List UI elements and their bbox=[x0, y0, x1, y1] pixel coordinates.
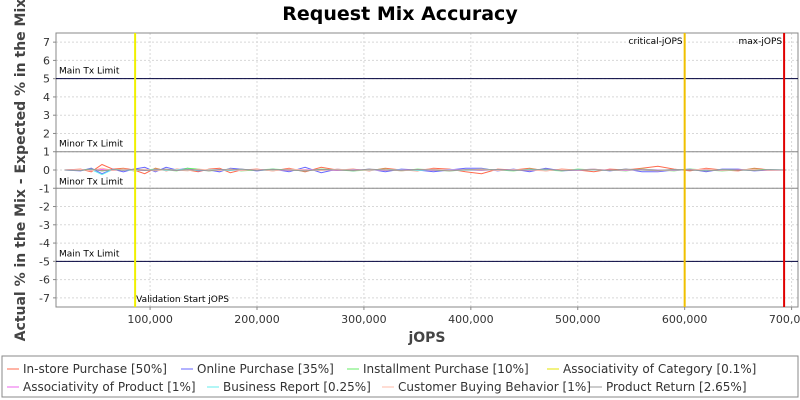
x-tick-label: 100,000 bbox=[127, 313, 173, 326]
marker-lines: Validation Start jOPS critical-jOPS max-jO… bbox=[134, 33, 786, 307]
y-tick-label: -1 bbox=[39, 182, 50, 195]
x-tick-label: 300,000 bbox=[341, 313, 387, 326]
x-tick-label: 500,000 bbox=[555, 313, 601, 326]
y-tick-label: 1 bbox=[43, 146, 50, 159]
limit-lines: Main Tx Limit Minor Tx Limit Minor Tx Limi… bbox=[56, 67, 798, 262]
y-tick-label: 7 bbox=[43, 36, 50, 49]
limit-line-label: Minor Tx Limit bbox=[59, 140, 124, 150]
x-tick-label: 400,000 bbox=[448, 313, 494, 326]
y-tick-label: 0 bbox=[43, 164, 50, 177]
x-axis-label: jOPS bbox=[407, 330, 445, 346]
y-tick-label: -4 bbox=[39, 237, 50, 250]
series-lines bbox=[64, 163, 787, 176]
legend-entry: Associativity of Category [0.1%] bbox=[563, 362, 756, 376]
x-tick-label: 600,000 bbox=[662, 313, 708, 326]
legend-entry: Online Purchase [35%] bbox=[197, 362, 334, 376]
legend-box bbox=[1, 355, 799, 398]
y-axis-label: Actual % in the Mix - Expected % in the … bbox=[13, 0, 29, 341]
marker-line-label: critical-jOPS bbox=[629, 37, 683, 47]
legend-entry: Installment Purchase [10%] bbox=[363, 362, 529, 376]
chart-title: Request Mix Accuracy bbox=[282, 3, 518, 25]
legend-entry: Associativity of Product [1%] bbox=[23, 380, 196, 394]
x-tick-label: 200,000 bbox=[234, 313, 280, 326]
x-tick-label: 700,000 bbox=[769, 313, 800, 326]
y-tick-label: 3 bbox=[43, 109, 50, 122]
y-tick-label: 2 bbox=[43, 127, 50, 140]
series-line bbox=[64, 168, 787, 172]
y-tick-label: -3 bbox=[39, 219, 50, 232]
y-tick-label: 4 bbox=[43, 91, 50, 104]
y-tick-label: -7 bbox=[39, 292, 50, 305]
marker-line-label: Validation Start jOPS bbox=[136, 295, 229, 305]
y-tick-label: -5 bbox=[39, 255, 50, 268]
legend: In-store Purchase [50%] Online Purchase [… bbox=[7, 362, 756, 394]
y-tick-label: 6 bbox=[43, 54, 50, 67]
limit-line-label: Main Tx Limit bbox=[59, 249, 120, 259]
axis-ticks: -7 -6 -5 -4 -3 -2 -1 0 1 2 3 4 5 6 7 100,000 200,000 300,… bbox=[39, 36, 800, 326]
y-tick-label: -6 bbox=[39, 274, 50, 287]
legend-entry: Product Return [2.65%] bbox=[606, 380, 747, 394]
limit-line-label: Main Tx Limit bbox=[59, 67, 120, 77]
legend-entry: Customer Buying Behavior [1%] bbox=[398, 380, 591, 394]
y-tick-label: 5 bbox=[43, 73, 50, 86]
marker-line-label: max-jOPS bbox=[739, 37, 783, 47]
legend-entry: In-store Purchase [50%] bbox=[23, 362, 167, 376]
legend-entry: Business Report [0.25%] bbox=[223, 380, 371, 394]
limit-line-label: Minor Tx Limit bbox=[59, 177, 124, 187]
y-tick-label: -2 bbox=[39, 201, 50, 214]
